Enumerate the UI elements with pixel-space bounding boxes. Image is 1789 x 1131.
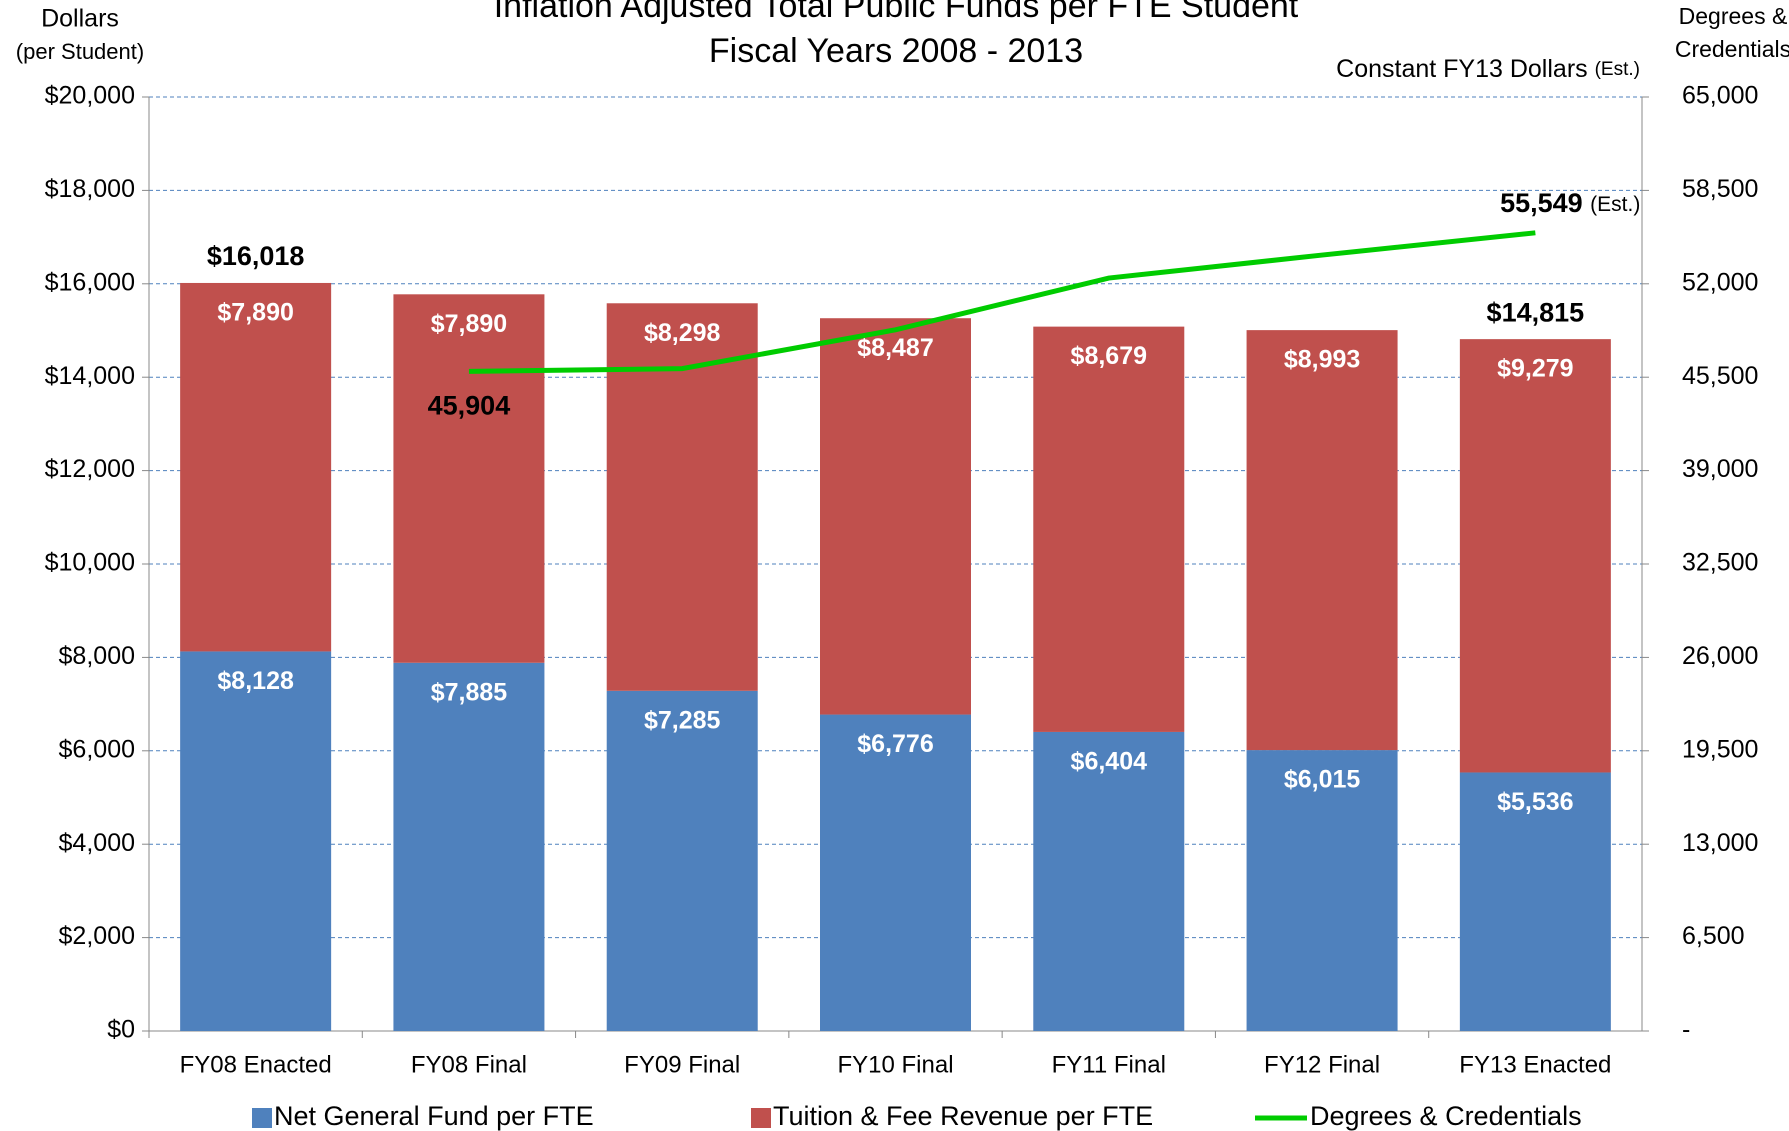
bar-label: $7,285 [644,706,721,734]
chart-title: Inflation Adjusted Total Public Funds pe… [494,0,1299,25]
bar-label: $6,015 [1284,766,1361,794]
bar-label: $9,279 [1497,355,1573,383]
bar [180,282,332,652]
bar [820,318,971,715]
y-tick-label: $4,000 [59,829,135,857]
bar-label: $8,679 [1071,342,1147,370]
note-suffix: (Est.) [1595,59,1640,80]
legend-label: Degrees & Credentials [1310,1101,1582,1131]
y2-tick-label: 52,000 [1682,268,1758,296]
y-tick-label: $14,000 [45,362,135,390]
y-tick-label: $2,000 [59,922,135,950]
bar-label: $8,487 [857,334,933,362]
y2-tick-label: 6,500 [1682,922,1745,950]
x-tick-label: FY10 Final [837,1051,953,1078]
y2-tick-label: 19,500 [1682,735,1758,763]
line-label-value: 55,549 [1500,188,1583,218]
bar [393,294,545,663]
y-tick-label: $12,000 [45,455,135,483]
total-label: $16,018 [207,241,305,271]
bar [1246,750,1398,1031]
note: Constant FY13 Dollars (Est.) [1336,55,1640,83]
legend-label: Net General Fund per FTE [274,1101,594,1131]
bar-label: $8,298 [644,319,721,347]
bar [1459,339,1611,773]
y2-axis-label: Credentials [1675,36,1789,62]
legend-swatch [252,1108,272,1128]
legend-label: Tuition & Fee Revenue per FTE [773,1101,1153,1131]
y2-tick-label: 32,500 [1682,549,1758,577]
y-tick-label: $16,000 [45,268,135,296]
x-tick-label: FY13 Enacted [1459,1051,1611,1078]
y-axis-label: (per Student) [16,39,144,64]
note-text: Constant FY13 Dollars [1336,55,1588,83]
y-tick-label: $0 [107,1016,135,1044]
bar [1246,330,1398,751]
bar-label: $8,128 [217,667,294,695]
bar [1033,326,1185,732]
legend-swatch [751,1108,771,1128]
y-tick-label: $8,000 [59,642,135,670]
bar-label: $6,776 [857,730,933,758]
chart-subtitle: Fiscal Years 2008 - 2013 [709,32,1083,70]
x-tick-label: FY12 Final [1264,1051,1380,1078]
bar-label: $7,890 [217,299,293,327]
x-tick-label: FY09 Final [624,1051,740,1078]
y2-tick-label: 65,000 [1682,82,1758,110]
x-tick-label: FY08 Final [411,1051,527,1078]
x-tick-label: FY11 Final [1052,1051,1166,1078]
line-label-suffix: (Est.) [1590,192,1640,215]
line-label: 45,904 [428,391,511,421]
total-label: $14,815 [1487,297,1585,327]
y-tick-label: $10,000 [45,549,135,577]
y2-tick-label: 45,500 [1682,362,1758,390]
bar [1033,731,1185,1031]
y-tick-label: $18,000 [45,175,135,203]
bar [820,714,971,1031]
y2-tick-label: 39,000 [1682,455,1758,483]
y-tick-label: $20,000 [45,82,135,110]
line-label: 55,549 (Est.) [1500,188,1640,218]
bar [393,662,545,1031]
x-tick-label: FY08 Enacted [180,1051,332,1078]
bar-label: $6,404 [1071,748,1148,776]
y2-tick-label: 58,500 [1682,175,1758,203]
bar [606,690,758,1031]
bar [180,651,332,1031]
y-tick-label: $6,000 [59,735,135,763]
y2-tick-label: - [1682,1016,1690,1044]
bar-label: $7,885 [431,678,508,706]
bar [1459,772,1611,1031]
bar-label: $8,993 [1284,346,1360,374]
bar-label: $7,890 [431,310,507,338]
bar-label: $5,536 [1497,788,1573,816]
y2-axis-label: Degrees & [1679,3,1788,29]
y2-tick-label: 26,000 [1682,642,1758,670]
y-axis-label: Dollars [41,5,119,33]
line [468,230,1536,374]
y2-tick-label: 13,000 [1682,829,1758,857]
